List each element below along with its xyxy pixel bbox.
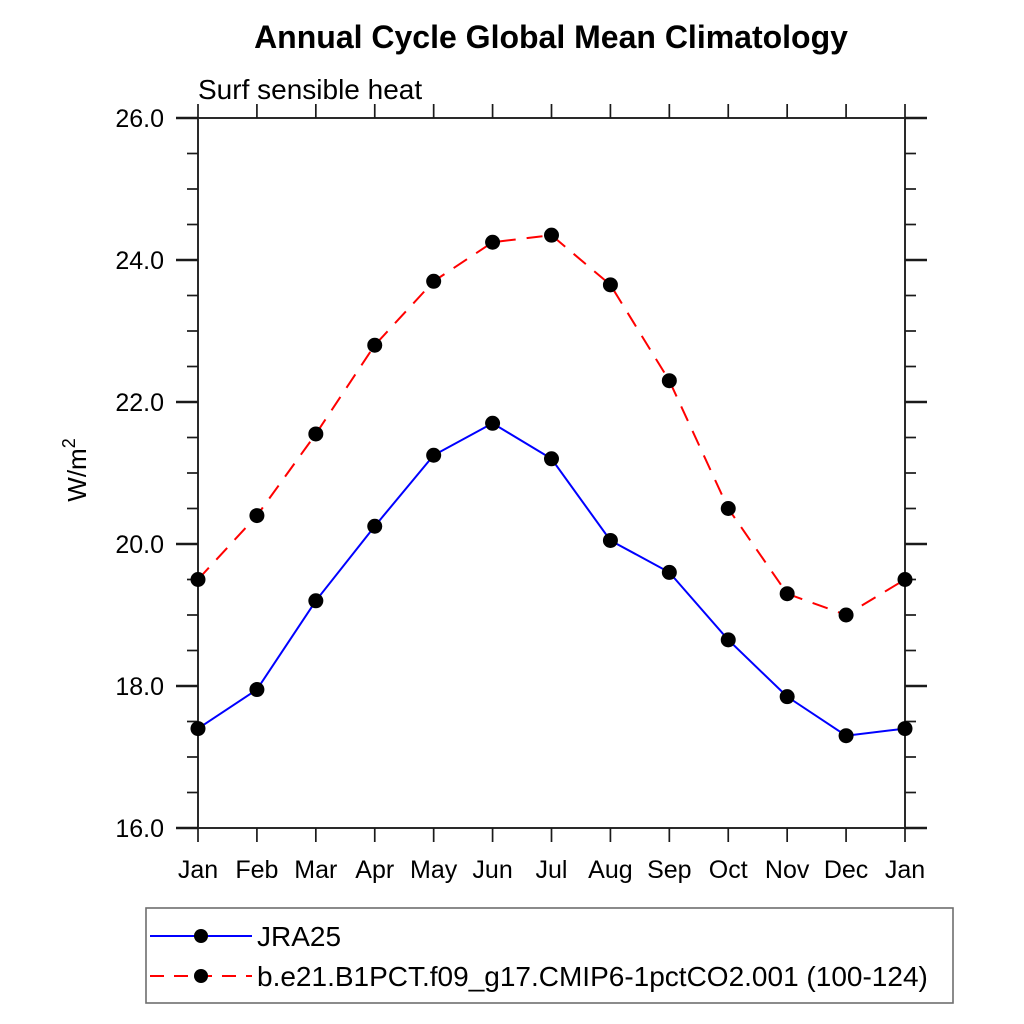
data-point bbox=[367, 518, 383, 534]
data-point bbox=[249, 682, 265, 698]
data-point bbox=[838, 728, 854, 744]
y-tick-label: 18.0 bbox=[115, 673, 164, 701]
series-line-1 bbox=[197, 234, 906, 617]
x-tick-label: Apr bbox=[355, 856, 394, 884]
y-axis-title-base: W/m bbox=[62, 448, 92, 501]
data-point bbox=[308, 426, 324, 442]
data-point bbox=[602, 532, 618, 548]
data-point bbox=[661, 564, 677, 580]
legend: JRA25 b.e21.B1PCT.f09_g17.CMIP6-1pctCO2.0… bbox=[145, 907, 954, 1004]
data-point bbox=[426, 273, 442, 289]
data-point bbox=[602, 277, 618, 293]
x-tick-label: Jan bbox=[178, 856, 218, 884]
data-point bbox=[308, 593, 324, 609]
chart-title: Annual Cycle Global Mean Climatology bbox=[254, 19, 848, 55]
legend-box bbox=[145, 907, 954, 1004]
series-layer bbox=[190, 227, 913, 744]
y-axis-title-exponent: 2 bbox=[59, 438, 79, 448]
x-tick-label: Oct bbox=[709, 856, 748, 884]
data-point bbox=[720, 501, 736, 516]
x-tick-label: Jan bbox=[885, 856, 925, 884]
x-tick-label: Mar bbox=[294, 856, 337, 884]
data-point bbox=[485, 234, 501, 250]
data-point bbox=[720, 632, 736, 648]
data-point bbox=[779, 689, 795, 705]
axes-ticks-layer: Jan Feb Mar Apr May Jun Jul Aug Sep Oct Nov Dec Jan 1… bbox=[115, 104, 927, 884]
y-axis-title: W/m2 bbox=[59, 438, 92, 501]
data-point bbox=[249, 508, 265, 524]
x-tick-label: Nov bbox=[765, 856, 810, 884]
x-tick-label: Aug bbox=[588, 856, 632, 884]
x-tick-label: Feb bbox=[235, 856, 278, 884]
data-point bbox=[367, 337, 383, 353]
legend-marker bbox=[194, 929, 208, 943]
plot-frame bbox=[197, 117, 906, 829]
data-point bbox=[544, 451, 559, 467]
x-tick-label: Dec bbox=[824, 856, 868, 884]
x-tick-label: Jun bbox=[472, 856, 512, 884]
data-point bbox=[190, 721, 206, 737]
x-tick-label: May bbox=[410, 856, 458, 884]
legend-marker bbox=[194, 969, 208, 983]
legend-label: b.e21.B1PCT.f09_g17.CMIP6-1pctCO2.001 (1… bbox=[257, 961, 928, 992]
y-tick-label: 22.0 bbox=[115, 389, 164, 417]
y-tick-label: 20.0 bbox=[115, 531, 164, 559]
data-point bbox=[544, 227, 559, 243]
data-point bbox=[190, 572, 206, 587]
data-point bbox=[838, 607, 854, 623]
x-tick-label: Sep bbox=[647, 856, 691, 884]
data-point bbox=[897, 572, 913, 587]
series-line-0 bbox=[197, 422, 906, 737]
legend-label: JRA25 bbox=[257, 921, 341, 952]
data-point bbox=[661, 373, 677, 389]
y-tick-label: 16.0 bbox=[115, 815, 164, 843]
data-point bbox=[897, 721, 913, 737]
x-tick-label: Jul bbox=[536, 856, 568, 884]
data-point bbox=[485, 415, 501, 431]
y-tick-label: 24.0 bbox=[115, 247, 164, 275]
y-tick-label: 26.0 bbox=[115, 105, 164, 133]
data-point bbox=[426, 447, 442, 463]
chart-subtitle: Surf sensible heat bbox=[198, 74, 422, 105]
data-point bbox=[779, 586, 795, 602]
